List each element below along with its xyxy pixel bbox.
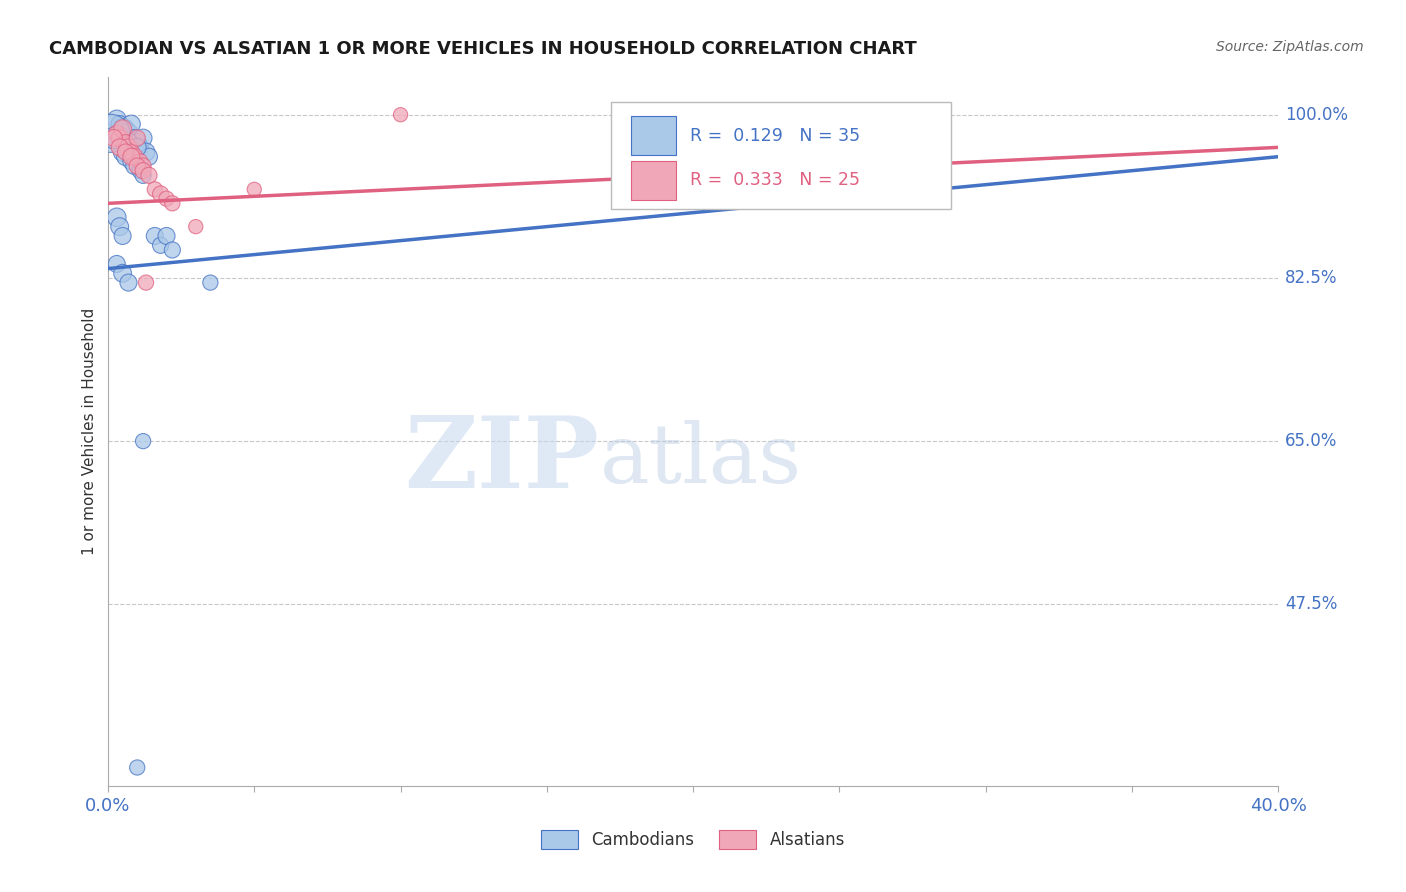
- Point: [162, 196, 184, 211]
- Point: [127, 760, 149, 774]
- Text: R =  0.129   N = 35: R = 0.129 N = 35: [689, 127, 859, 145]
- Point: [111, 145, 134, 159]
- Point: [132, 434, 155, 449]
- Point: [200, 276, 222, 290]
- Point: [129, 154, 152, 169]
- Point: [111, 266, 134, 280]
- Point: [155, 192, 177, 206]
- Point: [143, 182, 166, 196]
- Point: [132, 159, 155, 173]
- Point: [132, 169, 155, 183]
- Point: [149, 186, 172, 201]
- Point: [114, 121, 136, 136]
- Point: [155, 229, 177, 244]
- Point: [124, 150, 146, 164]
- Text: CAMBODIAN VS ALSATIAN 1 OR MORE VEHICLES IN HOUSEHOLD CORRELATION CHART: CAMBODIAN VS ALSATIAN 1 OR MORE VEHICLES…: [49, 40, 917, 58]
- Point: [108, 140, 131, 154]
- Point: [132, 163, 155, 178]
- Bar: [631, 116, 675, 155]
- Point: [108, 131, 131, 145]
- Point: [124, 131, 146, 145]
- Point: [105, 257, 128, 271]
- Legend: Cambodians, Alsatians: Cambodians, Alsatians: [534, 823, 852, 855]
- Point: [129, 163, 152, 178]
- Text: 82.5%: 82.5%: [1285, 268, 1337, 287]
- Text: 47.5%: 47.5%: [1285, 595, 1337, 614]
- Point: [127, 140, 149, 154]
- Text: 100.0%: 100.0%: [1285, 106, 1348, 124]
- Point: [138, 169, 160, 183]
- Point: [103, 131, 125, 145]
- Point: [135, 276, 157, 290]
- Point: [132, 131, 155, 145]
- Point: [117, 127, 139, 141]
- Point: [111, 121, 134, 136]
- Point: [114, 136, 136, 150]
- Point: [117, 140, 139, 154]
- Point: [100, 127, 122, 141]
- Y-axis label: 1 or more Vehicles in Household: 1 or more Vehicles in Household: [82, 308, 97, 556]
- Point: [105, 211, 128, 225]
- Text: 65.0%: 65.0%: [1285, 432, 1337, 450]
- Point: [120, 154, 142, 169]
- Point: [111, 121, 134, 136]
- Text: Source: ZipAtlas.com: Source: ZipAtlas.com: [1216, 40, 1364, 54]
- Point: [114, 145, 136, 159]
- Point: [124, 159, 146, 173]
- Point: [389, 108, 412, 122]
- Point: [243, 182, 266, 196]
- Point: [103, 131, 125, 145]
- Point: [117, 136, 139, 150]
- Point: [117, 276, 139, 290]
- Point: [129, 140, 152, 154]
- Point: [111, 229, 134, 244]
- Point: [127, 159, 149, 173]
- Point: [120, 117, 142, 131]
- Point: [149, 238, 172, 252]
- Text: ZIP: ZIP: [405, 411, 599, 508]
- Point: [108, 117, 131, 131]
- Point: [162, 243, 184, 257]
- Point: [135, 145, 157, 159]
- FancyBboxPatch shape: [612, 103, 950, 209]
- Point: [138, 150, 160, 164]
- Bar: [631, 161, 675, 200]
- Point: [120, 145, 142, 159]
- Text: atlas: atlas: [599, 420, 801, 500]
- Point: [143, 229, 166, 244]
- Point: [120, 150, 142, 164]
- Point: [184, 219, 207, 234]
- Point: [108, 219, 131, 234]
- Point: [105, 112, 128, 127]
- Text: R =  0.333   N = 25: R = 0.333 N = 25: [689, 171, 859, 189]
- Point: [114, 150, 136, 164]
- Point: [127, 131, 149, 145]
- Point: [105, 127, 128, 141]
- Point: [127, 136, 149, 150]
